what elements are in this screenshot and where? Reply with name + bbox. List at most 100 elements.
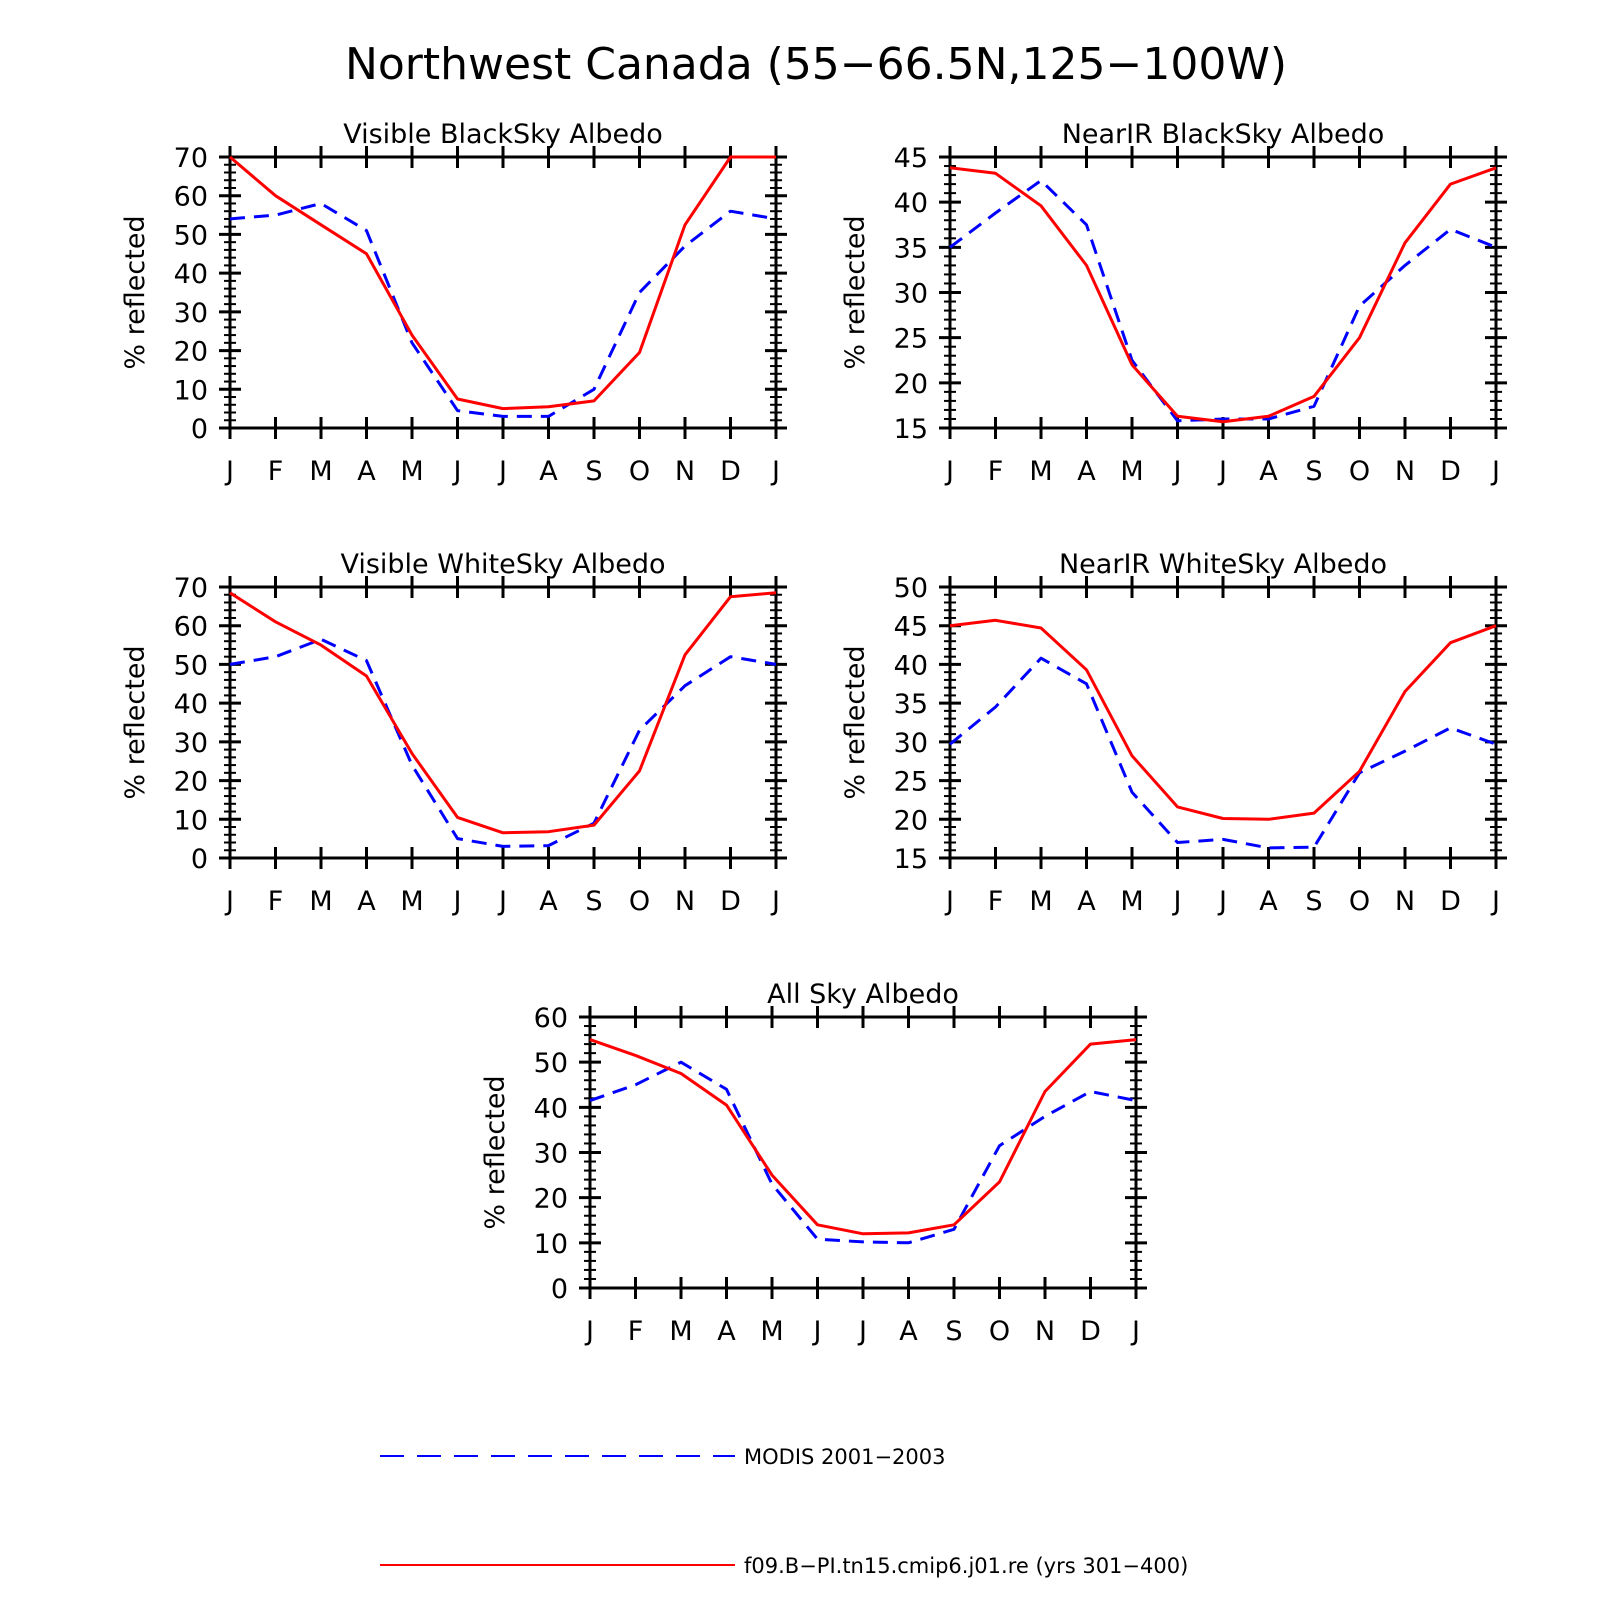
- x-tick-label: J: [584, 1316, 594, 1347]
- chart-panel-4: NearIR WhiteSky Albedo % reflected 15 20 25 3…: [840, 549, 1507, 917]
- y-tick-label: 0: [191, 414, 208, 445]
- x-tick-label: F: [268, 886, 284, 917]
- x-tick-label: N: [1035, 1316, 1055, 1347]
- x-tick-label: J: [497, 456, 507, 487]
- x-tick-label: J: [452, 886, 462, 917]
- x-tick-label: M: [309, 886, 332, 917]
- x-tick-label: F: [628, 1316, 644, 1347]
- plot-frame: [228, 155, 778, 430]
- y-tick-label: 10: [174, 805, 208, 836]
- panel-title: Visible WhiteSky Albedo: [340, 549, 665, 580]
- x-tick-label: F: [988, 456, 1004, 487]
- chart-panel-2: NearIR BlackSky Albedo % reflected 15 20 25 3…: [840, 119, 1507, 487]
- x-tick-label: A: [1077, 456, 1096, 487]
- x-tick-label: J: [857, 1316, 867, 1347]
- x-tick-label: A: [899, 1316, 918, 1347]
- y-tick-label: 10: [174, 375, 208, 406]
- x-tick-label: O: [629, 456, 650, 487]
- x-tick-label: J: [812, 1316, 822, 1347]
- x-tick-label: J: [452, 456, 462, 487]
- x-tick-label: N: [675, 886, 695, 917]
- x-tick-label: J: [1172, 886, 1182, 917]
- legend-obs-label: MODIS 2001−2003: [744, 1445, 946, 1469]
- series-line-modis: [229, 637, 777, 848]
- x-tick-label: O: [1349, 456, 1370, 487]
- y-tick-label: 50: [174, 220, 208, 251]
- series-line-modis: [589, 1060, 1137, 1245]
- series-line-model: [229, 155, 776, 411]
- y-tick-label: 30: [534, 1139, 568, 1170]
- y-tick-label: 10: [534, 1229, 568, 1260]
- x-tick-label: J: [1217, 886, 1227, 917]
- panel-title: Visible BlackSky Albedo: [343, 119, 663, 150]
- y-tick-label: 35: [894, 233, 928, 264]
- x-tick-label: N: [675, 456, 695, 487]
- y-tick-label: 0: [551, 1274, 568, 1305]
- x-tick-label: J: [1130, 1316, 1140, 1347]
- y-tick-label: 20: [894, 805, 928, 836]
- x-tick-label: J: [1217, 456, 1227, 487]
- y-axis-label: % reflected: [840, 215, 871, 369]
- x-tick-label: M: [309, 456, 332, 487]
- x-tick-label: D: [1080, 1316, 1101, 1347]
- series-line-model: [949, 166, 1497, 424]
- legend: MODIS 2001−2003 f09.B−PI.tn15.cmip6.j01.…: [380, 1445, 1188, 1578]
- x-tick-label: O: [989, 1316, 1010, 1347]
- y-tick-label: 60: [534, 1003, 568, 1034]
- panel-title: NearIR BlackSky Albedo: [1062, 119, 1385, 150]
- y-tick-label: 60: [174, 612, 208, 643]
- x-tick-label: A: [1259, 886, 1278, 917]
- series-line-model: [949, 618, 1497, 821]
- x-tick-label: D: [1440, 456, 1461, 487]
- y-tick-label: 40: [894, 188, 928, 219]
- y-axis-label: % reflected: [120, 645, 151, 799]
- y-tick-label: 45: [894, 612, 928, 643]
- x-tick-label: M: [400, 886, 423, 917]
- series-line-model: [229, 591, 777, 835]
- y-tick-label: 30: [174, 728, 208, 759]
- y-tick-label: 20: [534, 1184, 568, 1215]
- y-tick-label: 15: [894, 844, 928, 875]
- x-tick-label: A: [1259, 456, 1278, 487]
- x-tick-label: F: [988, 886, 1004, 917]
- x-tick-label: D: [720, 456, 741, 487]
- y-axis-label: % reflected: [840, 645, 871, 799]
- x-tick-label: J: [1490, 456, 1500, 487]
- y-tick-label: 40: [534, 1093, 568, 1124]
- y-axis-label: % reflected: [480, 1075, 511, 1229]
- x-tick-label: J: [224, 886, 234, 917]
- y-tick-label: 50: [894, 573, 928, 604]
- x-tick-label: O: [1349, 886, 1370, 917]
- x-tick-label: M: [760, 1316, 783, 1347]
- x-tick-label: S: [1305, 886, 1322, 917]
- y-tick-label: 25: [894, 767, 928, 798]
- series-line-model: [589, 1038, 1137, 1236]
- y-tick-label: 35: [894, 689, 928, 720]
- x-tick-label: A: [357, 456, 376, 487]
- figure-title: Northwest Canada (55−66.5N,125−100W): [345, 39, 1287, 90]
- y-tick-label: 40: [894, 650, 928, 681]
- x-tick-label: D: [1440, 886, 1461, 917]
- panel-title: All Sky Albedo: [767, 979, 959, 1010]
- y-tick-label: 50: [174, 650, 208, 681]
- x-tick-label: J: [1490, 886, 1500, 917]
- x-tick-label: J: [224, 456, 234, 487]
- y-tick-label: 0: [191, 844, 208, 875]
- y-tick-label: 25: [894, 324, 928, 355]
- y-tick-label: 15: [894, 414, 928, 445]
- y-tick-label: 70: [174, 143, 208, 174]
- x-tick-label: F: [268, 456, 284, 487]
- chart-panel-3: Visible WhiteSky Albedo % reflected 0 10 20 3…: [120, 549, 787, 917]
- x-tick-label: M: [669, 1316, 692, 1347]
- x-tick-label: A: [539, 456, 558, 487]
- x-tick-label: O: [629, 886, 650, 917]
- chart-panel-5: All Sky Albedo % reflected 0 10 20 30 40 50 60 J F…: [480, 979, 1147, 1347]
- x-tick-label: A: [539, 886, 558, 917]
- x-tick-label: M: [1029, 886, 1052, 917]
- y-tick-label: 20: [894, 369, 928, 400]
- y-tick-label: 30: [894, 728, 928, 759]
- y-axis-label: % reflected: [120, 215, 151, 369]
- x-tick-label: A: [1077, 886, 1096, 917]
- y-tick-label: 45: [894, 143, 928, 174]
